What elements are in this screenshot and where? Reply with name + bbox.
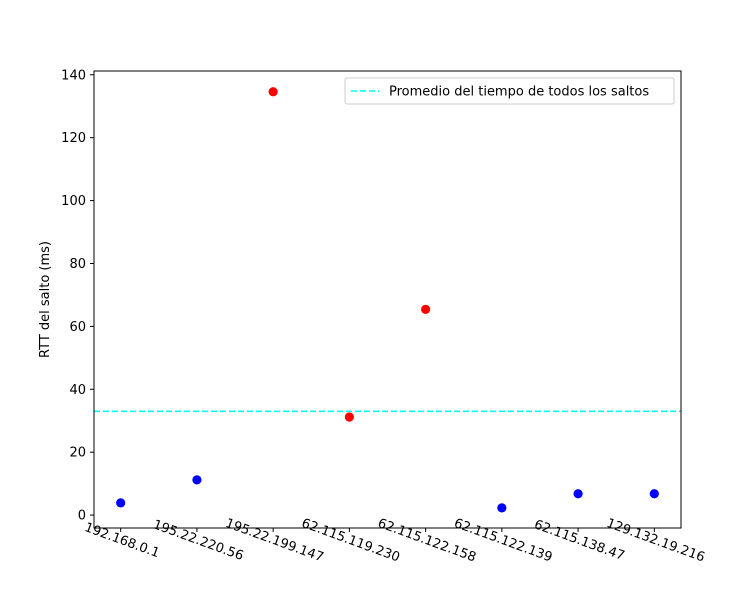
y-tick-label: 0	[78, 509, 86, 524]
data-point	[573, 489, 583, 499]
x-tick-label: 192.168.0.1	[82, 520, 161, 561]
y-tick-label: 100	[61, 194, 86, 209]
data-point	[497, 503, 507, 513]
y-tick-label: 140	[61, 68, 86, 83]
data-point	[116, 498, 126, 508]
y-tick-label: 80	[69, 257, 86, 272]
data-point	[649, 489, 659, 499]
plot-frame	[93, 70, 682, 529]
plot-area	[93, 70, 682, 529]
data-point	[421, 304, 431, 315]
y-axis-label: RTT del salto (ms)	[38, 241, 53, 358]
y-tick-label: 40	[69, 383, 86, 398]
x-axis: 192.168.0.1195.22.220.56195.22.199.14762…	[82, 516, 706, 565]
legend-box	[344, 77, 675, 105]
y-tick-label: 60	[69, 320, 86, 335]
data-point	[344, 412, 354, 422]
data-point	[192, 475, 202, 485]
legend: Promedio del tiempo de todos los saltos	[344, 77, 675, 105]
legend-average-label: Promedio del tiempo de todos los saltos	[389, 85, 649, 100]
data-point	[268, 87, 278, 97]
y-tick-label: 20	[69, 446, 86, 461]
y-tick-label: 120	[61, 131, 86, 146]
y-axis: 0 20 40 60 80 100 120 140	[61, 68, 94, 524]
